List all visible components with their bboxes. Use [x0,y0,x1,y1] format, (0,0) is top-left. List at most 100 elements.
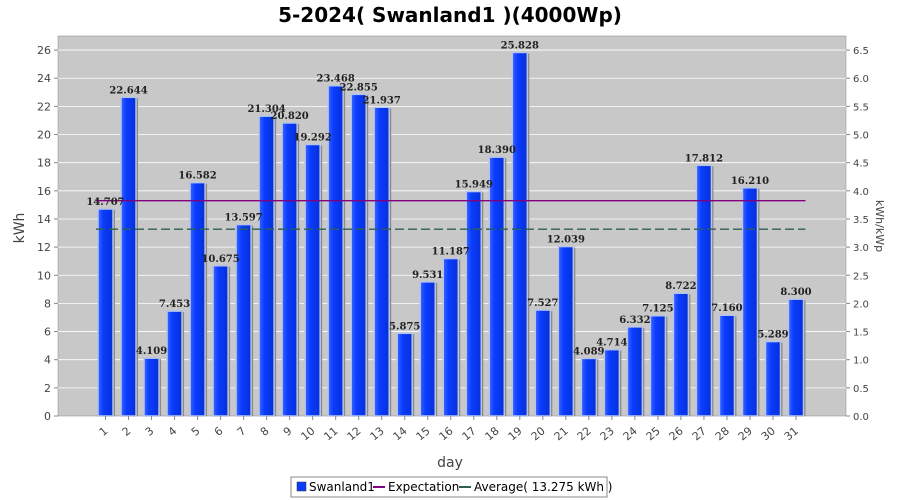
x-tick-label: 25 [644,424,663,443]
bar-value-label: 7.527 [527,298,558,309]
y2-tick-label: 4.0 [853,187,869,198]
bar[interactable] [97,208,114,417]
bar[interactable] [442,257,459,417]
x-tick-label: 22 [575,424,594,443]
bar[interactable] [465,190,483,417]
bar[interactable] [212,265,229,417]
chart-title: 5-2024( Swanland1 )(4000Wp) [278,3,622,27]
x-tick-label: 21 [552,424,571,443]
bar-value-label: 7.453 [159,299,190,310]
bar[interactable] [764,340,782,417]
legend-label-average: Average( 13.275 kWh ) [474,480,613,494]
bar[interactable] [672,292,690,417]
y-tick-label: 2 [44,382,51,395]
legend-label-swanland1: Swanland1 [309,480,375,494]
y2-tick-label: 0.0 [853,412,869,423]
legend-swatch-swanland1 [296,481,307,492]
bar-value-label: 22.855 [340,82,378,93]
x-tick-label: 13 [368,424,387,443]
bar-value-label: 14.707 [86,197,124,208]
bar-value-label: 11.187 [432,247,470,258]
bar[interactable] [718,314,736,417]
bar-value-label: 22.644 [109,85,147,96]
bar-value-label: 15.949 [455,180,493,191]
x-tick-label: 12 [345,424,364,443]
x-tick-label: 26 [667,424,686,443]
bar[interactable] [120,96,137,417]
bar-value-label: 4.089 [573,346,604,357]
bar-value-label: 19.292 [294,132,332,143]
y-tick-label: 10 [37,269,51,282]
y2-tick-label: 4.5 [853,159,869,170]
bar[interactable] [511,51,529,417]
x-tick-label: 5 [189,424,203,438]
bar[interactable] [626,326,644,417]
bar-value-label: 21.304 [247,104,285,115]
x-tick-label: 23 [598,424,617,443]
y2-tick-label: 2.0 [853,299,869,310]
bar-value-label: 17.812 [685,153,723,164]
bar-value-label: 18.390 [478,145,516,156]
bar[interactable] [396,332,413,417]
bar[interactable] [419,281,436,417]
y2-tick-label: 1.0 [853,356,869,367]
bar[interactable] [258,115,275,417]
bar[interactable] [557,245,575,417]
y2-tick-label: 6.0 [853,74,869,85]
bar[interactable] [304,143,321,417]
y-tick-label: 20 [37,129,51,142]
x-axis: 1 2 3 4 5 6 7 8 9 10 11 12 13 14 15 16 17 18 19 20 21 22 23 24 2… [97,416,801,443]
x-tick-label: 8 [258,424,272,438]
bar[interactable] [488,156,506,417]
bar[interactable] [603,348,621,417]
value-labels: 14.707 22.644 4.109 7.453 16.582 10.675 13.597… [86,40,811,357]
x-tick-label: 17 [460,424,479,443]
y-tick-label: 14 [37,213,51,226]
y2-axis: 0.0 0.5 1.0 1.5 2.0 2.5 3.0 3.5 4.0 4.5 5.0 5.5 6.0 6… [846,46,869,423]
y-tick-label: 26 [37,44,51,57]
x-tick-label: 6 [212,424,226,438]
bar[interactable] [373,106,390,417]
bar-value-label: 21.937 [363,95,401,106]
x-tick-label: 27 [690,424,709,443]
x-tick-label: 7 [235,424,249,438]
bar[interactable] [580,357,598,417]
y2-axis-title: kWh/kWp [873,200,886,252]
bar-value-label: 12.039 [547,235,585,246]
reference-lines [96,200,806,230]
y2-tick-label: 3.0 [853,243,869,254]
y-tick-label: 6 [44,326,51,339]
bar-value-label: 5.289 [757,330,788,341]
bar-value-label: 8.722 [665,281,696,292]
x-tick-label: 24 [621,424,640,443]
bar[interactable] [787,298,805,417]
x-tick-label: 19 [506,424,525,443]
y2-tick-label: 2.5 [853,271,869,282]
bar[interactable] [166,310,183,417]
bar-value-label: 8.300 [780,287,811,298]
x-tick-label: 30 [759,424,778,443]
bar[interactable] [281,122,298,417]
bar[interactable] [350,93,367,417]
bar-value-label: 9.531 [412,270,443,281]
x-tick-label: 16 [437,424,456,443]
bar[interactable] [143,357,160,417]
x-tick-label: 29 [736,424,755,443]
bar[interactable] [741,187,759,417]
bar-value-label: 13.597 [224,213,262,224]
x-tick-label: 18 [483,424,502,443]
x-tick-label: 1 [97,424,111,438]
x-tick-label: 3 [143,424,157,438]
bar-value-label: 23.468 [317,74,355,85]
x-tick-label: 10 [298,424,317,443]
bar-value-label: 7.125 [642,304,673,315]
bar[interactable] [649,314,667,417]
legend: Swanland1 Expectation Average( 13.275 kWh … [290,476,613,498]
bar[interactable] [534,309,552,417]
bar[interactable] [189,181,206,417]
bar[interactable] [695,164,713,417]
x-tick-label: 4 [166,424,180,438]
y2-tick-label: 1.5 [853,328,869,339]
